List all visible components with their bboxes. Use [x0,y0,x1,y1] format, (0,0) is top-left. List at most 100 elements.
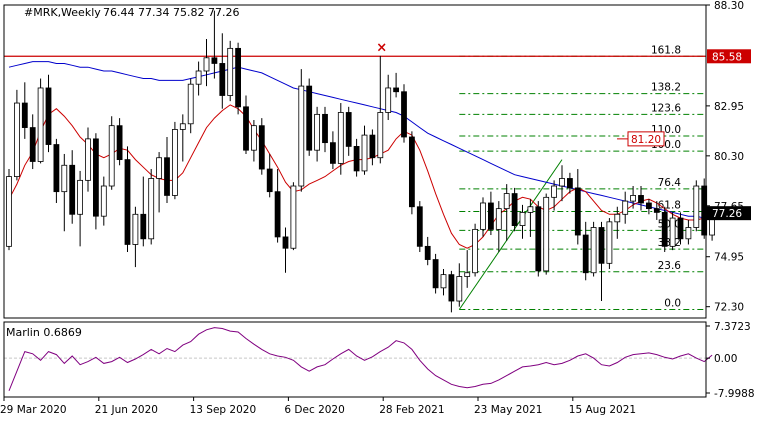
fib-level-label: 0.0 [664,298,681,310]
candle-body [353,146,360,172]
candle-body [614,213,621,223]
candle-body [701,185,708,236]
candle-body [93,138,99,217]
candle [329,131,336,170]
candle-body [519,212,526,227]
indicator-panel [4,327,713,391]
candle-body [219,63,226,96]
candle [203,38,210,87]
candle-body [535,206,542,272]
candle [543,193,550,275]
candle-body [100,185,107,217]
candle [511,187,518,232]
candle [69,150,76,224]
candle-body [448,274,455,302]
price-tick-label: 74.95 [714,252,744,264]
price-tick-label: 80.30 [714,151,744,163]
candle-body [638,195,644,204]
candle-body [211,57,218,64]
candle [85,127,91,192]
candle [448,270,455,313]
candle-body [29,127,36,162]
candle-body [61,164,68,193]
candle [472,223,479,277]
candle [243,95,249,154]
candle [124,146,131,253]
candle [519,204,526,239]
candle-body [345,112,352,147]
candle [219,33,226,109]
price-tick-label: 88.30 [714,0,744,12]
chart-symbol: #MRK,Weekly [24,6,101,19]
candle-body [108,125,115,187]
candle-body [598,227,605,264]
candle [574,169,581,245]
candle [464,250,471,288]
axes: 88.3082.9580.3077.6574.9572.3085.5877.26… [0,0,755,416]
candle-body [13,102,20,177]
candle-body [480,202,486,230]
candle [582,221,589,281]
candle-body [369,134,376,159]
candle-body [567,178,573,189]
candle-body [85,138,91,181]
candle [567,172,573,194]
candle [322,106,328,153]
target-price-label: 81.20 [631,134,661,146]
candle-body [314,113,321,151]
candle [116,118,123,166]
candle-body [156,157,163,179]
candle [108,116,115,190]
candle-body [45,87,52,145]
candle [298,69,305,192]
candle-body [693,185,700,228]
candle [345,106,352,156]
candle [503,184,510,241]
candle [37,78,44,164]
candle [551,180,557,211]
candle-body [6,176,12,247]
candle [646,199,652,215]
candle [353,138,360,177]
candle-body [140,213,147,240]
candle-body [53,144,60,193]
candle [211,10,218,79]
candle-body [559,178,565,187]
candle [638,186,644,211]
candle-body [306,85,313,151]
candle-body [472,228,479,274]
candle-body [171,129,178,196]
candle [274,169,281,243]
candle [385,74,392,121]
candle-body [179,123,186,130]
candle [140,176,147,247]
candle [148,169,155,245]
candle-body [661,212,668,247]
candle [393,72,400,98]
peak-marker-icon: × [376,40,387,55]
candle [187,78,194,134]
candle-body [69,164,76,215]
candle [590,221,597,277]
candle-body [337,112,344,164]
candle [416,201,423,253]
candle [630,186,636,209]
candle [132,206,139,268]
candle-body [274,191,281,238]
candle [266,153,273,198]
candle [606,218,613,269]
candle [669,212,676,251]
time-tick-label: 15 Aug 2021 [569,404,636,416]
candle [21,82,28,139]
candle-body [298,85,305,187]
candle-body [424,245,431,260]
candle [156,152,163,213]
candle [622,191,629,224]
candle [614,206,621,239]
candle [701,178,708,239]
candle-body [187,83,194,125]
fib-swing-line [458,159,563,310]
fib-level-label: 38.2 [658,237,681,249]
